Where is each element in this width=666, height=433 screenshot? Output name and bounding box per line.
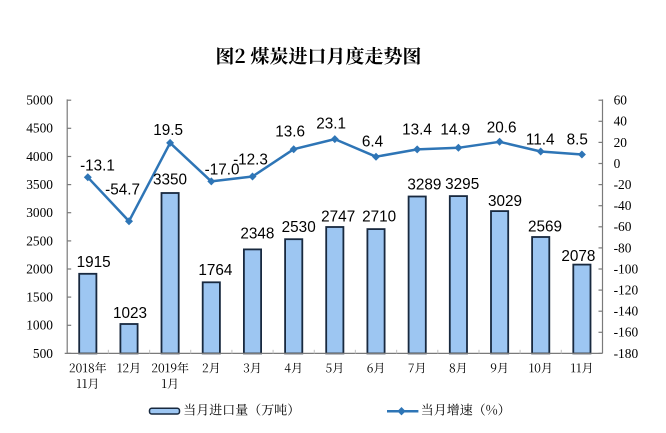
svg-text:-20: -20 xyxy=(614,177,632,192)
svg-text:11.4: 11.4 xyxy=(526,132,555,149)
svg-text:14.9: 14.9 xyxy=(440,121,470,138)
svg-text:-120: -120 xyxy=(614,283,639,298)
svg-text:-100: -100 xyxy=(614,261,639,276)
svg-text:2569: 2569 xyxy=(528,219,562,236)
svg-text:8.5: 8.5 xyxy=(567,132,588,149)
svg-text:3000: 3000 xyxy=(26,205,53,220)
svg-text:-160: -160 xyxy=(614,325,639,340)
svg-text:3029: 3029 xyxy=(488,193,522,210)
svg-text:2530: 2530 xyxy=(282,219,316,236)
svg-text:5000: 5000 xyxy=(26,93,53,108)
svg-text:4000: 4000 xyxy=(26,149,53,164)
svg-text:13.4: 13.4 xyxy=(402,121,432,138)
svg-text:-54.7: -54.7 xyxy=(105,182,140,199)
svg-text:19.5: 19.5 xyxy=(153,122,183,139)
svg-text:-140: -140 xyxy=(614,304,639,319)
svg-text:-80: -80 xyxy=(614,240,632,255)
svg-text:2348: 2348 xyxy=(240,226,274,243)
svg-text:40: 40 xyxy=(614,114,628,129)
svg-text:1915: 1915 xyxy=(77,254,111,271)
svg-text:1000: 1000 xyxy=(26,318,53,333)
svg-text:-17.0: -17.0 xyxy=(205,161,240,178)
svg-text:-60: -60 xyxy=(614,219,632,234)
svg-text:2747: 2747 xyxy=(321,208,355,225)
svg-text:500: 500 xyxy=(33,346,53,361)
svg-text:-180: -180 xyxy=(614,346,639,361)
svg-text:-12.3: -12.3 xyxy=(233,151,268,168)
svg-text:4500: 4500 xyxy=(26,121,53,136)
svg-text:1500: 1500 xyxy=(26,290,53,305)
svg-text:23.1: 23.1 xyxy=(316,115,346,132)
svg-text:2000: 2000 xyxy=(26,261,53,276)
svg-text:13.6: 13.6 xyxy=(275,124,305,141)
svg-text:2078: 2078 xyxy=(561,248,595,265)
svg-text:0: 0 xyxy=(614,156,621,171)
svg-text:20.6: 20.6 xyxy=(487,120,517,137)
svg-text:3500: 3500 xyxy=(26,177,53,192)
svg-text:1764: 1764 xyxy=(198,262,233,279)
svg-text:3295: 3295 xyxy=(445,176,479,193)
svg-text:3350: 3350 xyxy=(153,172,187,189)
svg-text:6.4: 6.4 xyxy=(362,133,384,150)
svg-text:3289: 3289 xyxy=(407,176,441,193)
svg-text:2500: 2500 xyxy=(26,233,53,248)
svg-text:-40: -40 xyxy=(614,198,632,213)
svg-text:-13.1: -13.1 xyxy=(80,158,115,175)
svg-text:1023: 1023 xyxy=(113,305,147,322)
svg-text:2710: 2710 xyxy=(362,209,396,226)
svg-text:20: 20 xyxy=(614,135,628,150)
svg-text:60: 60 xyxy=(614,93,628,108)
